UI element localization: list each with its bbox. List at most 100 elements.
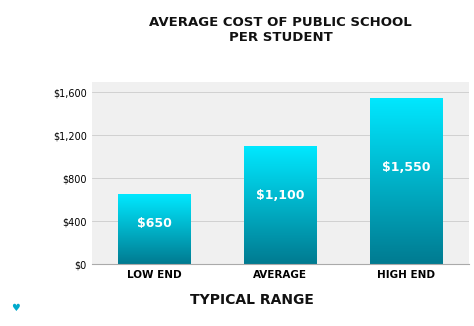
Bar: [244, 157, 317, 158]
Bar: [244, 247, 317, 248]
Bar: [244, 254, 317, 255]
Bar: [370, 163, 443, 164]
Bar: [370, 145, 443, 146]
Bar: [370, 178, 443, 179]
Bar: [244, 233, 317, 234]
Bar: [244, 221, 317, 222]
Bar: [244, 207, 317, 208]
Bar: [370, 255, 443, 256]
Bar: [370, 147, 443, 148]
Bar: [370, 177, 443, 178]
Bar: [244, 237, 317, 238]
Bar: [370, 208, 443, 209]
Bar: [370, 157, 443, 158]
Bar: [244, 191, 317, 192]
Bar: [244, 200, 317, 201]
Bar: [370, 126, 443, 127]
Text: ANNUAL COST: ANNUAL COST: [10, 80, 20, 168]
Bar: [370, 134, 443, 135]
Bar: [244, 261, 317, 262]
Bar: [244, 194, 317, 195]
Bar: [370, 182, 443, 183]
Bar: [244, 227, 317, 228]
Bar: [244, 218, 317, 219]
Bar: [244, 161, 317, 162]
Bar: [370, 181, 443, 182]
Bar: [370, 206, 443, 207]
Bar: [244, 230, 317, 231]
Bar: [370, 146, 443, 147]
Bar: [244, 260, 317, 261]
Bar: [244, 178, 317, 179]
Bar: [244, 217, 317, 218]
Bar: [370, 261, 443, 262]
Bar: [244, 179, 317, 180]
Bar: [370, 233, 443, 234]
Bar: [370, 111, 443, 112]
Bar: [370, 203, 443, 204]
Bar: [370, 132, 443, 133]
Bar: [244, 187, 317, 188]
Bar: [370, 195, 443, 196]
Bar: [370, 179, 443, 180]
Bar: [244, 211, 317, 212]
Bar: [244, 251, 317, 252]
Bar: [370, 159, 443, 160]
Bar: [370, 139, 443, 140]
Bar: [244, 182, 317, 183]
Bar: [244, 231, 317, 232]
Bar: [370, 128, 443, 129]
Bar: [370, 217, 443, 218]
Bar: [370, 102, 443, 103]
Text: $1,100: $1,100: [256, 189, 305, 202]
Bar: [370, 125, 443, 126]
Bar: [370, 133, 443, 134]
Bar: [244, 170, 317, 171]
Bar: [370, 234, 443, 235]
Bar: [370, 224, 443, 225]
Bar: [370, 249, 443, 250]
Bar: [244, 229, 317, 230]
Bar: [244, 159, 317, 160]
Bar: [370, 231, 443, 232]
Bar: [370, 211, 443, 212]
Bar: [370, 198, 443, 199]
Bar: [370, 122, 443, 123]
Bar: [370, 254, 443, 255]
Bar: [244, 224, 317, 225]
Bar: [244, 209, 317, 210]
Text: ♥: ♥: [10, 303, 19, 313]
Text: trustedcare: trustedcare: [12, 247, 18, 288]
Bar: [370, 219, 443, 220]
Bar: [370, 158, 443, 159]
Bar: [244, 175, 317, 176]
Bar: [370, 98, 443, 99]
Bar: [244, 196, 317, 197]
Bar: [370, 148, 443, 149]
Bar: [244, 184, 317, 185]
Bar: [370, 156, 443, 157]
Bar: [370, 213, 443, 214]
Bar: [370, 193, 443, 194]
Bar: [370, 197, 443, 198]
Bar: [370, 252, 443, 253]
Bar: [370, 169, 443, 170]
Bar: [370, 103, 443, 104]
Bar: [370, 173, 443, 174]
Bar: [244, 147, 317, 148]
Bar: [370, 221, 443, 222]
Bar: [370, 187, 443, 188]
Bar: [370, 117, 443, 118]
Bar: [370, 232, 443, 233]
Bar: [370, 247, 443, 248]
Bar: [370, 151, 443, 152]
Bar: [244, 183, 317, 184]
Bar: [244, 168, 317, 169]
Bar: [370, 109, 443, 110]
Bar: [370, 192, 443, 193]
Bar: [244, 148, 317, 149]
Bar: [370, 124, 443, 125]
Bar: [244, 212, 317, 213]
Bar: [370, 205, 443, 206]
Bar: [244, 163, 317, 164]
